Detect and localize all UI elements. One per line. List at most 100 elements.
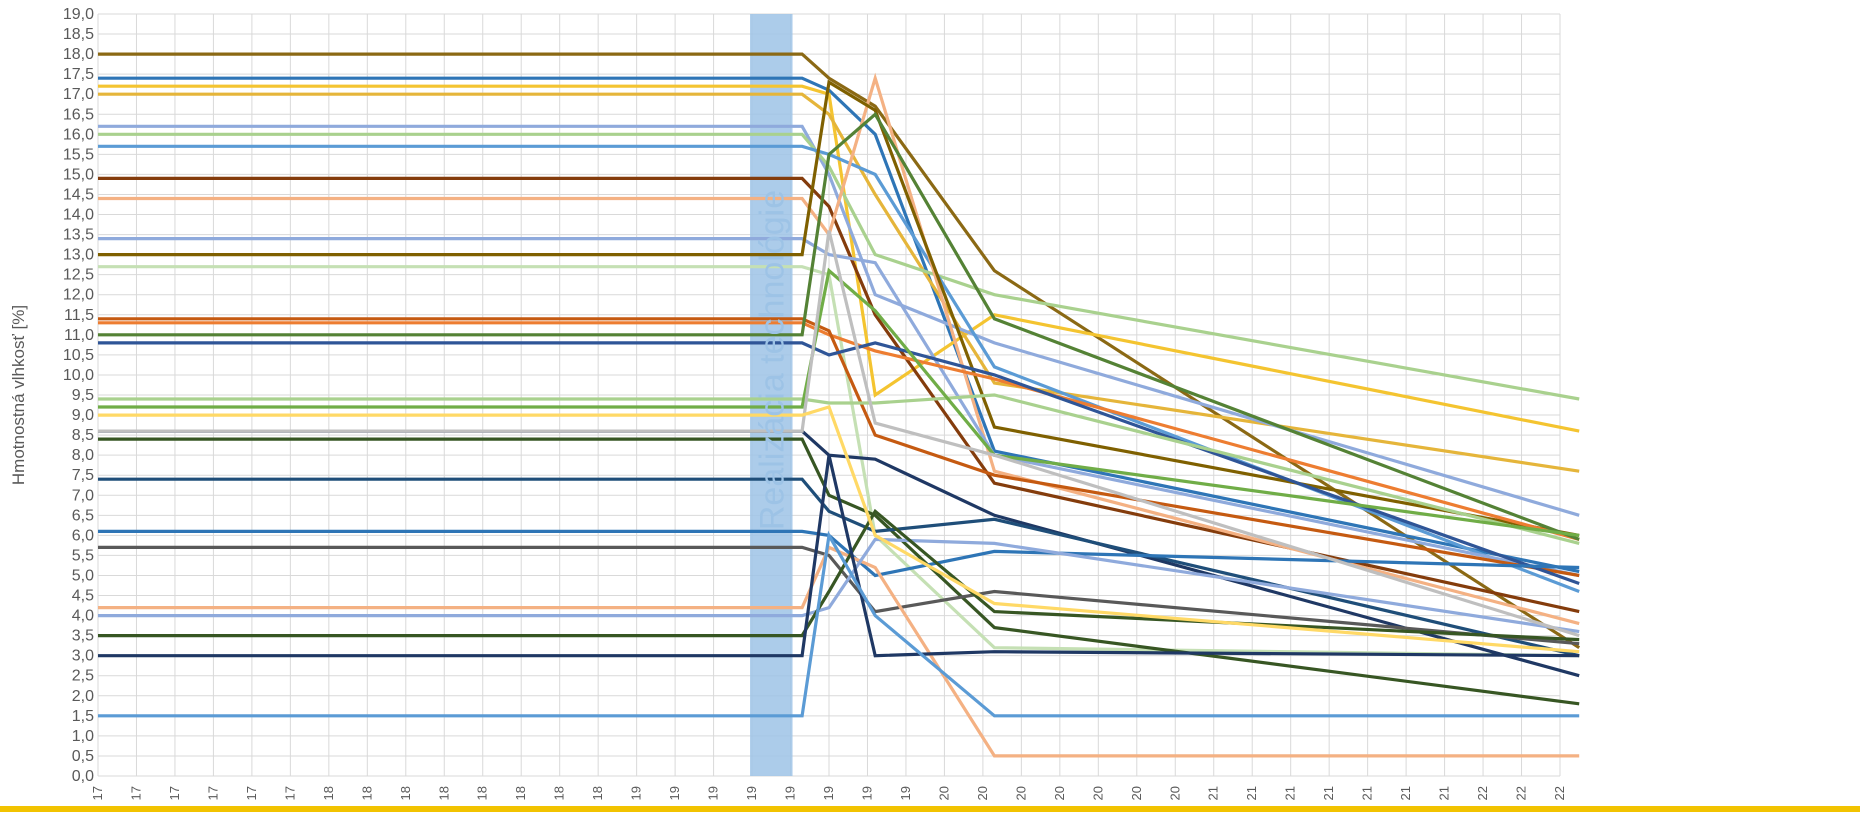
y-tick-label: 0,5 [72,748,94,765]
x-tick-label: 20 [1052,786,1067,800]
x-tick-label: 22 [1514,786,1529,800]
x-tick-label: 18 [321,786,336,800]
x-tick-label: 20 [1090,786,1105,800]
y-tick-labels: 0,0 0,5 1,0 1,5 2,0 2,5 3,0 3,5 4,0 4,5 5,0 5,5 6,0 6… [63,6,94,785]
x-tick-label: 17 [90,786,105,800]
bottom-border [0,806,1860,812]
series-line-30 [98,405,1580,654]
x-tick-label: 19 [706,786,721,800]
y-tick-label: 16,0 [63,126,94,143]
y-tick-label: 15,0 [63,166,94,183]
y-tick-label: 15,5 [63,146,94,163]
x-tick-label: 19 [783,786,798,800]
x-tick-label: 20 [1167,786,1182,800]
y-tick-label: 12,5 [63,267,94,284]
y-tick-label: 12,0 [63,287,94,304]
series-line-2 [98,76,1580,574]
x-tick-label: 17 [244,786,259,800]
series-line-5 [98,124,1580,517]
x-tick-label: 19 [629,786,644,800]
y-tick-label: 14,5 [63,186,94,203]
y-tick-label: 14,0 [63,207,94,224]
x-tick-label: 20 [1129,786,1144,800]
x-tick-label: 17 [205,786,220,800]
series-line-11 [98,79,1580,537]
y-tick-label: 2,5 [72,668,94,685]
x-tick-labels: 17 17 17 17 17 17 18 18 18 18 18 18 18 18 19 19 19 19 19 19… [90,786,1567,800]
x-tick-label: 20 [1013,786,1028,800]
x-tick-label: 22 [1475,786,1490,800]
x-tick-label: 21 [1437,786,1452,800]
series-line-15 [98,111,1580,541]
series-line-29 [98,230,1580,638]
x-tick-label: 18 [436,786,451,800]
y-tick-label: 1,5 [72,708,94,725]
series-line-23 [98,545,1580,646]
y-tick-label: 17,0 [63,86,94,103]
y-axis-label: Hmotnostná vlhkosť [%] [9,305,28,485]
x-tick-label: 21 [1360,786,1375,800]
series-line-10 [98,237,1580,578]
x-tick-label: 19 [744,786,759,800]
grid [97,13,1561,777]
series-lines [98,52,1581,758]
y-tick-label: 4,0 [72,608,94,625]
x-tick-label: 21 [1398,786,1413,800]
x-tick-label: 19 [898,786,913,800]
series-line-20 [98,437,1580,706]
y-tick-label: 8,5 [72,427,94,444]
x-tick-label: 17 [167,786,182,800]
y-tick-label: 10,5 [63,347,94,364]
series-line-21 [98,477,1580,658]
x-tick-label: 21 [1321,786,1336,800]
series-line-28 [98,530,1580,718]
series-line-8 [98,176,1580,614]
series-line-6 [98,132,1580,401]
series-line-17 [98,393,1580,545]
y-tick-label: 10,0 [63,367,94,384]
y-tick-label: 6,5 [72,507,94,524]
y-tick-label: 18,0 [63,46,94,63]
series-line-3 [98,84,1580,433]
x-tick-label: 19 [821,786,836,800]
annotation-band-rect [750,14,793,776]
x-tick-label: 17 [282,786,297,800]
y-tick-label: 3,0 [72,648,94,665]
series-line-12 [98,265,1580,658]
y-tick-label: 9,5 [72,387,94,404]
y-tick-label: 4,5 [72,588,94,605]
y-tick-label: 19,0 [63,6,94,23]
x-tick-label: 18 [590,786,605,800]
x-tick-label: 19 [859,786,874,800]
y-tick-label: 5,0 [72,567,94,584]
y-tick-label: 13,0 [63,247,94,264]
series-line-13 [98,321,1580,541]
y-tick-label: 6,0 [72,527,94,544]
x-tick-label: 21 [1244,786,1259,800]
y-tick-label: 11,0 [64,327,94,344]
x-tick-label: 18 [513,786,528,800]
x-tick-label: 21 [1206,786,1221,800]
y-tick-label: 13,5 [63,227,94,244]
y-tick-label: 17,5 [63,66,94,83]
x-tick-label: 18 [359,786,374,800]
x-tick-label: 18 [552,786,567,800]
y-tick-label: 7,5 [72,467,94,484]
annotation-label: Realizácia technológie [753,190,791,530]
y-tick-label: 7,0 [72,487,94,504]
series-line-18 [98,267,1580,537]
y-tick-label: 9,0 [72,407,94,424]
y-tick-label: 11,5 [64,307,94,324]
x-tick-label: 18 [475,786,490,800]
series-line-27 [98,454,1580,658]
x-tick-label: 20 [936,786,951,800]
y-tick-label: 1,0 [72,728,94,745]
x-tick-label: 18 [398,786,413,800]
x-tick-label: 17 [128,786,143,800]
x-tick-label: 19 [667,786,682,800]
y-tick-label: 18,5 [63,26,94,43]
series-line-16 [98,341,1580,586]
y-tick-label: 3,5 [72,628,94,645]
